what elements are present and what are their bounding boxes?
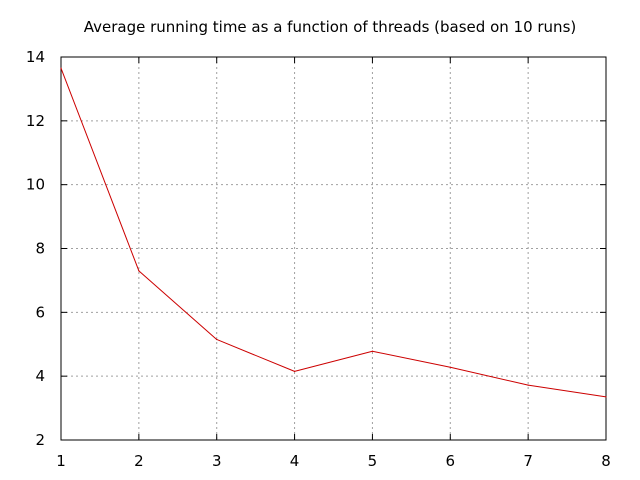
y-tick-label: 8 xyxy=(35,240,45,258)
x-tick-label: 1 xyxy=(56,452,66,470)
data-point xyxy=(371,350,374,352)
series-layer xyxy=(60,67,607,398)
data-point xyxy=(293,370,296,372)
series-line xyxy=(60,67,607,398)
x-tick-label: 5 xyxy=(368,452,378,470)
y-axis-tick-labels: 2 4 6 8 10 12 14 xyxy=(26,48,45,449)
chart-title: Average running time as a function of th… xyxy=(84,18,576,36)
x-tick-label: 4 xyxy=(290,452,300,470)
data-point xyxy=(60,67,62,69)
data-point xyxy=(138,270,140,272)
y-tick-label: 14 xyxy=(26,48,45,66)
data-point xyxy=(527,384,529,386)
x-tick-label: 3 xyxy=(212,452,222,470)
y-tick-label: 10 xyxy=(26,176,45,194)
x-tick-label: 6 xyxy=(446,452,456,470)
y-tick-label: 2 xyxy=(35,431,45,449)
x-axis-tick-labels: 1 2 3 4 5 6 7 8 xyxy=(56,452,611,470)
y-tick-label: 4 xyxy=(35,367,45,385)
axis-ticks xyxy=(60,56,607,441)
x-tick-label: 8 xyxy=(601,452,611,470)
y-tick-label: 12 xyxy=(26,112,45,130)
data-point xyxy=(449,366,451,368)
y-tick-label: 6 xyxy=(35,303,45,321)
x-tick-label: 2 xyxy=(134,452,144,470)
grid xyxy=(61,57,606,440)
data-point xyxy=(216,338,218,341)
data-point xyxy=(605,396,607,398)
x-tick-label: 7 xyxy=(523,452,533,470)
